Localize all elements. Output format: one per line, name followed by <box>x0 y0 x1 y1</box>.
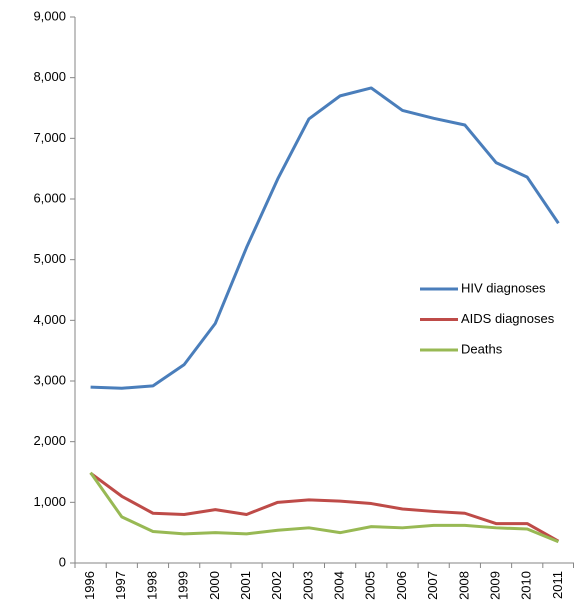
y-tick-label: 3,000 <box>33 372 66 387</box>
legend-label: HIV diagnoses <box>461 280 546 295</box>
x-tick-label: 2011 <box>550 571 565 599</box>
x-tick-label: 2001 <box>238 571 253 600</box>
x-tick-label: 2000 <box>207 571 222 600</box>
x-tick-label: 2010 <box>519 571 534 600</box>
x-tick-label: 2006 <box>394 571 409 600</box>
x-tick-label: 1999 <box>176 571 191 600</box>
x-tick-label: 1996 <box>82 571 97 600</box>
y-tick-label: 4,000 <box>33 312 66 327</box>
x-tick-label: 2009 <box>487 571 502 600</box>
x-tick-label: 2002 <box>269 571 284 600</box>
x-tick-label: 2003 <box>300 571 315 600</box>
y-tick-label: 2,000 <box>33 433 66 448</box>
series-line <box>89 471 559 544</box>
x-tick-label: 2005 <box>363 571 378 600</box>
y-tick-label: 5,000 <box>33 251 66 266</box>
y-tick-label: 6,000 <box>33 190 66 205</box>
y-tick-label: 7,000 <box>33 130 66 145</box>
y-tick-label: 8,000 <box>33 69 66 84</box>
y-tick-label: 0 <box>59 554 66 569</box>
legend-label: AIDS diagnoses <box>461 311 555 326</box>
x-tick-label: 1998 <box>144 571 159 600</box>
legend-label: Deaths <box>461 341 503 356</box>
y-tick-label: 9,000 <box>33 8 66 23</box>
series-line <box>89 472 560 543</box>
y-tick-label: 1,000 <box>33 494 66 509</box>
x-tick-label: 2004 <box>332 571 347 600</box>
x-tick-label: 2007 <box>425 571 440 600</box>
x-tick-label: 1997 <box>113 571 128 600</box>
series-line <box>90 86 560 390</box>
x-tick-label: 2008 <box>456 571 471 600</box>
